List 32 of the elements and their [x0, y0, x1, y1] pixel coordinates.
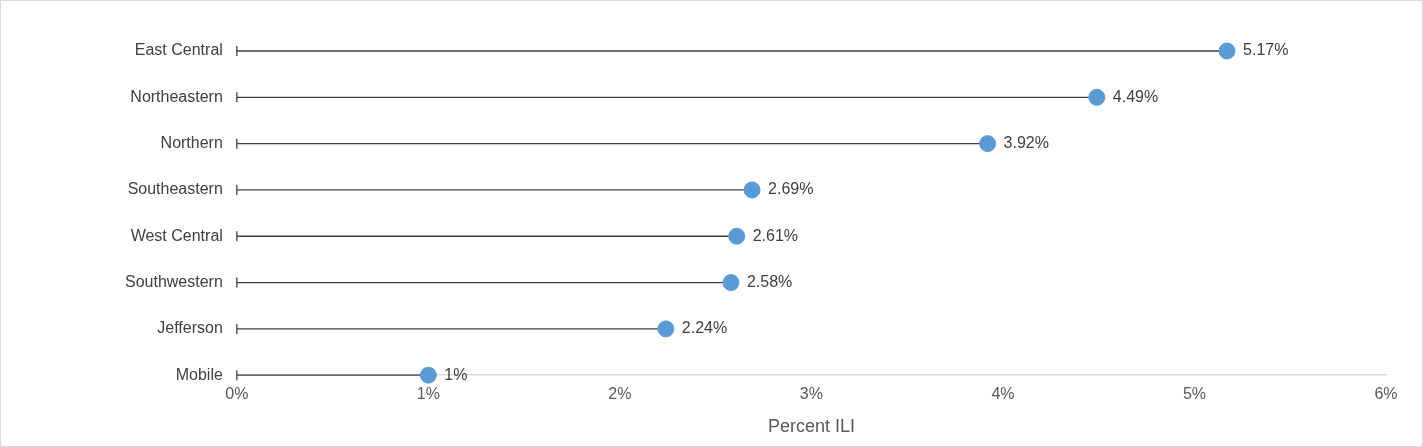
x-tick-label: 4%: [991, 385, 1015, 403]
y-tick-label: East Central: [134, 41, 223, 59]
y-tick-label: Northeastern: [130, 87, 223, 105]
point: [722, 274, 740, 292]
point: [743, 181, 761, 199]
point: [419, 366, 437, 384]
data-label: 2.69%: [768, 180, 814, 198]
x-axis-title: Percent ILI: [767, 416, 855, 437]
data-label: 3.92%: [1003, 134, 1049, 152]
point: [1218, 42, 1236, 60]
y-tick-label: Southwestern: [124, 272, 223, 290]
y-tick-label: Mobile: [175, 365, 223, 383]
y-tick-label: West Central: [130, 226, 223, 244]
point: [979, 135, 997, 153]
y-tick-label: Jefferson: [157, 319, 223, 337]
x-tick-label: 0%: [225, 385, 249, 403]
x-tick-label: 3%: [799, 385, 823, 403]
data-label: 2.61%: [752, 226, 799, 244]
point: [657, 320, 675, 338]
point: [728, 227, 746, 245]
point: [1088, 88, 1106, 106]
data-label: 1%: [444, 365, 468, 383]
y-tick-label: Southeastern: [127, 180, 223, 198]
x-tick-label: 1%: [416, 385, 440, 403]
data-label: 5.17%: [1243, 41, 1289, 59]
x-tick-label: 2%: [608, 385, 632, 403]
y-tick-label: Northern: [160, 134, 223, 152]
data-label: 4.49%: [1112, 87, 1159, 105]
data-label: 2.24%: [681, 319, 728, 337]
data-label: 2.58%: [746, 272, 793, 290]
x-tick-label: 5%: [1182, 385, 1207, 403]
x-tick-label: 6%: [1374, 385, 1398, 403]
